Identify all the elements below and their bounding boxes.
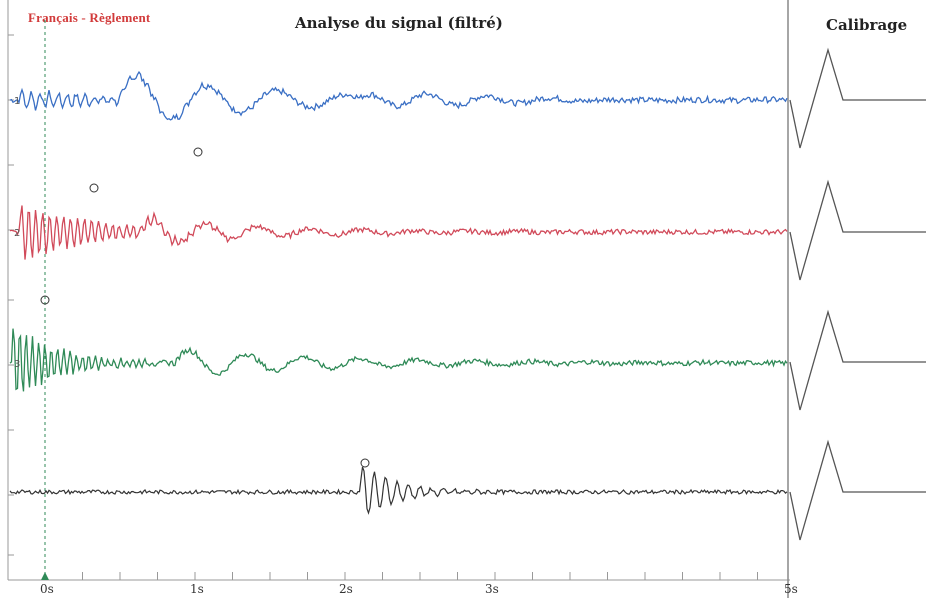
time-tick-label-2: 2s [339,582,353,596]
language-rules-link[interactable]: Français - Règlement [28,10,151,25]
pick-marker-4[interactable] [360,458,370,468]
time-tick-label-4: 5s [784,582,798,596]
trace-2-waveform[interactable] [9,205,788,260]
time-tick-label-3: 3s [485,582,499,596]
calibration-pulse-3 [789,309,926,411]
calibration-pulse-4 [789,439,926,541]
trace-3-waveform[interactable] [9,328,788,392]
trace-1-waveform[interactable] [9,70,788,121]
pick-marker-3[interactable] [40,295,50,305]
pick-marker-2[interactable] [89,183,99,193]
calibration-title: Calibrage [826,16,908,34]
chart-title: Analyse du signal (filtré) [295,14,503,32]
trace-label-1: 1 [14,96,20,107]
trace-label-3: 3 [14,359,20,370]
calibration-pulse-2 [789,179,926,281]
time-cursor-handle[interactable] [41,572,49,580]
pick-marker-1[interactable] [193,147,203,157]
time-tick-label-0: 0s [40,582,54,596]
trace-4-waveform[interactable] [9,466,788,515]
time-tick-label-1: 1s [190,582,204,596]
calibration-pulse-1 [789,47,926,149]
trace-label-2: 2 [14,228,20,239]
